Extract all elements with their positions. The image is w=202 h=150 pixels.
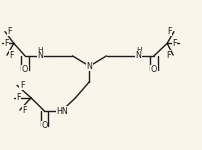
Text: O: O — [150, 65, 156, 74]
Text: F: F — [171, 39, 176, 48]
Text: N: N — [86, 62, 92, 71]
Text: H: H — [135, 47, 141, 53]
Text: F: F — [4, 39, 9, 48]
Text: HN: HN — [56, 106, 68, 116]
Text: F: F — [20, 81, 24, 90]
Text: O: O — [22, 65, 28, 74]
Text: F: F — [17, 93, 21, 102]
Text: N: N — [37, 51, 43, 60]
Text: F: F — [9, 51, 14, 60]
Text: F: F — [7, 27, 12, 36]
Text: F: F — [166, 51, 170, 60]
Text: N: N — [135, 51, 141, 60]
Text: O: O — [41, 121, 47, 130]
Text: F: F — [166, 27, 171, 36]
Text: F: F — [22, 106, 27, 115]
Text: H: H — [38, 47, 43, 53]
